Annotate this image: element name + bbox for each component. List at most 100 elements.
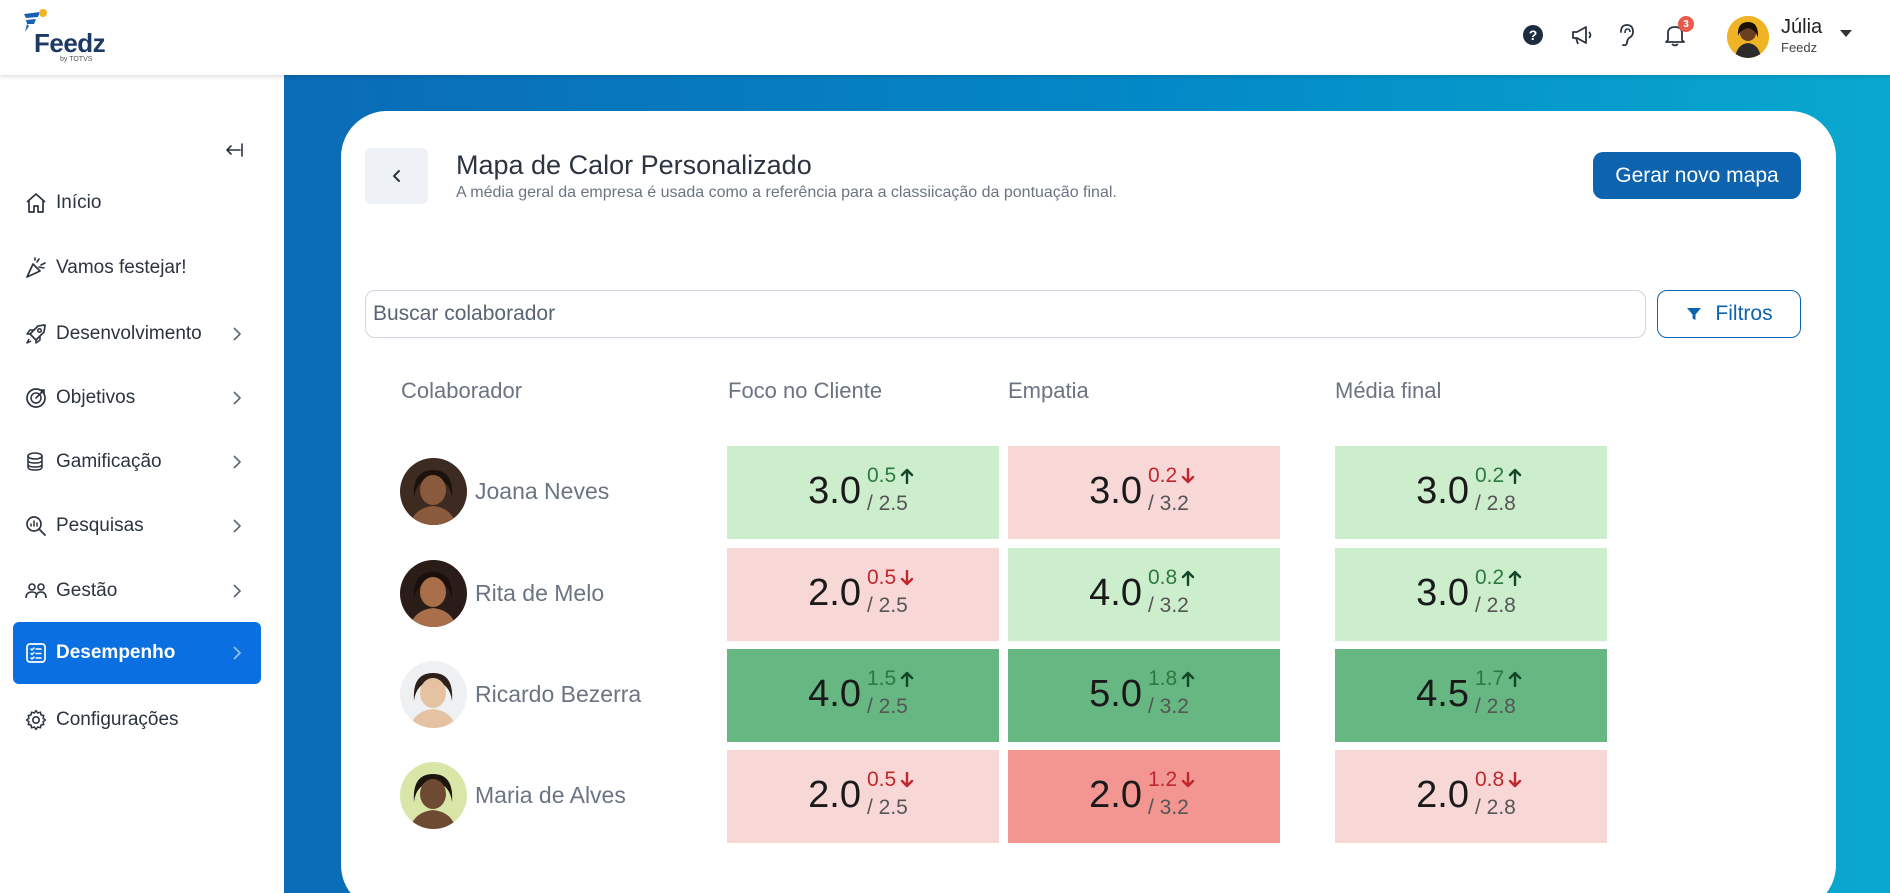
cell-score: 2.0 bbox=[1416, 774, 1469, 816]
heatmap-cell[interactable]: 3.0 0.2 / 2.8 bbox=[1335, 446, 1607, 539]
sidebar-item-label: Gestão bbox=[56, 580, 118, 601]
back-button[interactable] bbox=[365, 148, 428, 204]
home-icon bbox=[22, 189, 50, 217]
chevron-right-icon bbox=[233, 646, 242, 660]
cell-reference: / 2.8 bbox=[1475, 492, 1516, 515]
cell-reference: / 2.8 bbox=[1475, 594, 1516, 617]
cell-delta-value: 1.5 bbox=[867, 667, 897, 690]
sidebar-item-objetivos[interactable]: Objetivos bbox=[13, 368, 261, 428]
cell-delta: 1.2 bbox=[1148, 768, 1195, 792]
cell-score: 2.0 bbox=[808, 572, 861, 614]
cell-reference: / 3.2 bbox=[1148, 695, 1189, 718]
heatmap-cell[interactable]: 3.0 0.2 / 2.8 bbox=[1335, 548, 1607, 641]
generate-new-map-button[interactable]: Gerar novo mapa bbox=[1593, 152, 1801, 199]
cell-score: 3.0 bbox=[808, 470, 861, 512]
cell-delta-value: 0.5 bbox=[867, 566, 897, 589]
sidebar-item-label: Pesquisas bbox=[56, 515, 144, 536]
sidebar-item-gamificacao[interactable]: Gamificação bbox=[13, 432, 261, 492]
arrow-down-icon bbox=[1182, 468, 1195, 484]
filters-label: Filtros bbox=[1715, 302, 1773, 325]
cell-delta-value: 0.2 bbox=[1148, 464, 1178, 487]
help-icon[interactable]: ? bbox=[1520, 22, 1546, 48]
logo-subtext: by TOTVS bbox=[60, 56, 93, 63]
bell-icon[interactable]: 3 bbox=[1662, 16, 1694, 48]
cell-delta-value: 1.8 bbox=[1148, 667, 1178, 690]
arrow-down-icon bbox=[1509, 772, 1522, 788]
cell-reference: / 3.2 bbox=[1148, 492, 1189, 515]
arrow-up-icon bbox=[1509, 570, 1522, 586]
sidebar-item-inicio[interactable]: Início bbox=[13, 173, 261, 233]
cell-delta-value: 0.5 bbox=[867, 768, 897, 791]
cell-delta-value: 0.8 bbox=[1148, 566, 1178, 589]
cell-delta: 1.5 bbox=[867, 667, 914, 691]
sidebar-item-vamos-festejar[interactable]: Vamos festejar! bbox=[13, 238, 261, 298]
chevron-right-icon bbox=[233, 455, 242, 469]
collaborator-name[interactable]: Joana Neves bbox=[475, 478, 610, 504]
gear-icon bbox=[22, 706, 50, 734]
sidebar-item-pesquisas[interactable]: Pesquisas bbox=[13, 496, 261, 556]
arrow-down-icon bbox=[901, 772, 914, 788]
cell-reference: / 2.5 bbox=[867, 594, 908, 617]
party-icon bbox=[22, 254, 50, 282]
cell-delta-value: 0.2 bbox=[1475, 464, 1505, 487]
heatmap-cell[interactable]: 2.0 0.5 / 2.5 bbox=[727, 548, 999, 641]
sidebar-item-gestao[interactable]: Gestão bbox=[13, 561, 261, 621]
cell-reference: / 2.5 bbox=[867, 796, 908, 819]
page-title: Mapa de Calor Personalizado bbox=[456, 150, 812, 180]
search-input[interactable] bbox=[365, 290, 1646, 338]
chevron-down-icon[interactable] bbox=[1840, 30, 1852, 37]
filters-button[interactable]: Filtros bbox=[1657, 290, 1801, 338]
arrow-up-icon bbox=[901, 671, 914, 687]
heatmap-cell[interactable]: 2.0 0.5 / 2.5 bbox=[727, 750, 999, 843]
ear-icon[interactable] bbox=[1613, 22, 1639, 48]
user-avatar[interactable] bbox=[1727, 16, 1769, 58]
heatmap-cell[interactable]: 3.0 0.2 / 3.2 bbox=[1008, 446, 1280, 539]
cell-delta: 0.5 bbox=[867, 566, 914, 590]
cell-reference: / 2.8 bbox=[1475, 796, 1516, 819]
arrow-up-icon bbox=[1182, 671, 1195, 687]
heatmap-cell[interactable]: 4.5 1.7 / 2.8 bbox=[1335, 649, 1607, 742]
arrow-up-icon bbox=[1509, 671, 1522, 687]
cell-reference: / 2.5 bbox=[867, 492, 908, 515]
sidebar-item-label: Desenvolvimento bbox=[56, 323, 202, 344]
collaborator-name[interactable]: Rita de Melo bbox=[475, 580, 605, 606]
cell-reference: / 3.2 bbox=[1148, 594, 1189, 617]
chevron-right-icon bbox=[233, 327, 242, 341]
bird-logo-icon bbox=[24, 9, 47, 32]
heatmap-cell[interactable]: 2.0 0.8 / 2.8 bbox=[1335, 750, 1607, 843]
column-header-media-final: Média final bbox=[1335, 378, 1442, 403]
heatmap-cell[interactable]: 2.0 1.2 / 3.2 bbox=[1008, 750, 1280, 843]
collaborator-name[interactable]: Maria de Alves bbox=[475, 782, 626, 808]
cell-score: 2.0 bbox=[808, 774, 861, 816]
column-header-empatia: Empatia bbox=[1008, 378, 1089, 403]
sidebar-item-label: Gamificação bbox=[56, 451, 162, 472]
sidebar bbox=[0, 75, 284, 893]
checklist-icon bbox=[22, 639, 50, 667]
collapse-sidebar-icon[interactable] bbox=[222, 139, 244, 161]
cell-reference: / 3.2 bbox=[1148, 796, 1189, 819]
cell-delta: 0.2 bbox=[1475, 566, 1522, 590]
user-name[interactable]: Júlia bbox=[1781, 16, 1823, 38]
megaphone-icon[interactable] bbox=[1569, 22, 1595, 48]
sidebar-item-desenvolvimento[interactable]: Desenvolvimento bbox=[13, 304, 261, 364]
cell-delta-value: 0.8 bbox=[1475, 768, 1505, 791]
cell-score: 3.0 bbox=[1089, 470, 1142, 512]
sidebar-item-configuracoes[interactable]: Configurações bbox=[13, 690, 261, 750]
heatmap-cell[interactable]: 4.0 0.8 / 3.2 bbox=[1008, 548, 1280, 641]
sidebar-item-desempenho[interactable]: Desempenho bbox=[13, 622, 261, 684]
collaborator-name[interactable]: Ricardo Bezerra bbox=[475, 681, 642, 707]
filter-icon bbox=[1687, 308, 1702, 320]
arrow-up-icon bbox=[1182, 570, 1195, 586]
cell-delta-value: 1.2 bbox=[1148, 768, 1178, 791]
cell-delta: 0.2 bbox=[1148, 464, 1195, 488]
feedz-logo[interactable]: Feedz by TOTVS bbox=[20, 8, 110, 66]
heatmap-cell[interactable]: 4.0 1.5 / 2.5 bbox=[727, 649, 999, 742]
heatmap-cell[interactable]: 3.0 0.5 / 2.5 bbox=[727, 446, 999, 539]
sidebar-item-label: Início bbox=[56, 192, 102, 213]
notification-badge: 3 bbox=[1678, 16, 1694, 32]
heatmap-cell[interactable]: 5.0 1.8 / 3.2 bbox=[1008, 649, 1280, 742]
cell-delta: 0.5 bbox=[867, 464, 914, 488]
cell-score: 4.0 bbox=[808, 673, 861, 715]
cell-delta: 0.8 bbox=[1475, 768, 1522, 792]
arrow-up-icon bbox=[1509, 468, 1522, 484]
